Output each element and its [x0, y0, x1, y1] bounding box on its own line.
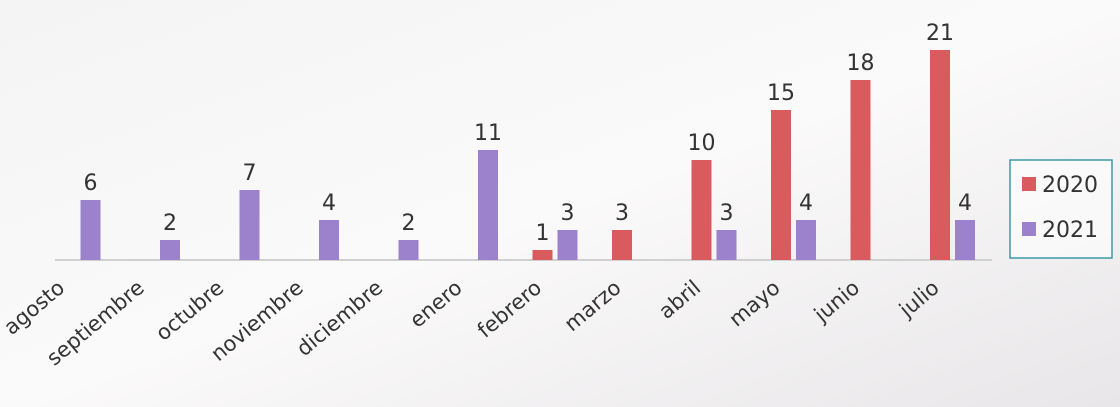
value-label: 18 — [847, 51, 875, 76]
value-label: 4 — [799, 191, 813, 216]
legend-swatch — [1022, 177, 1036, 191]
bar — [771, 110, 791, 260]
value-label: 21 — [926, 21, 954, 46]
bar — [80, 200, 101, 260]
bar — [398, 240, 419, 260]
legend-label: 2020 — [1042, 173, 1098, 198]
bar — [160, 240, 180, 260]
bar — [850, 80, 871, 260]
bar — [239, 190, 260, 260]
value-label: 7 — [243, 161, 257, 186]
value-label: 3 — [561, 201, 575, 226]
value-label: 10 — [688, 131, 716, 156]
value-label: 3 — [615, 201, 629, 226]
bar — [955, 220, 975, 260]
bar — [612, 230, 632, 260]
value-label: 6 — [84, 171, 98, 196]
legend-swatch — [1022, 222, 1036, 236]
value-label: 2 — [402, 211, 416, 236]
legend-label: 2021 — [1042, 218, 1098, 243]
value-label: 11 — [474, 121, 502, 146]
value-label: 1 — [536, 221, 550, 246]
value-label: 3 — [720, 201, 734, 226]
bar — [796, 220, 816, 260]
bar — [478, 150, 498, 260]
bar — [557, 230, 578, 260]
bar — [930, 50, 950, 260]
bar — [319, 220, 339, 260]
bar — [691, 160, 712, 260]
legend-box — [1009, 159, 1113, 259]
bar — [532, 250, 553, 260]
value-label: 2 — [163, 211, 177, 236]
value-label: 4 — [322, 191, 336, 216]
value-label: 4 — [958, 191, 972, 216]
bar — [716, 230, 737, 260]
value-label: 15 — [767, 81, 795, 106]
